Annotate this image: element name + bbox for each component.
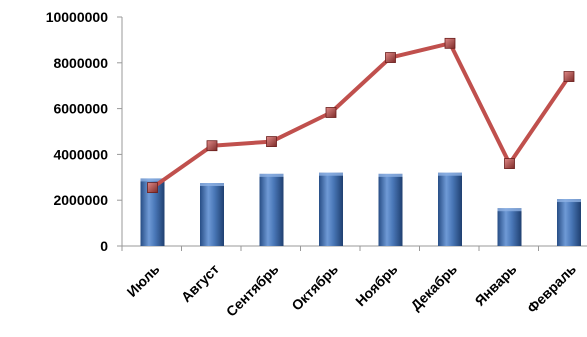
x-tick-label: Ноябрь <box>352 261 401 310</box>
x-tick-label: Декабрь <box>407 261 460 314</box>
bar-top-highlight <box>259 173 284 177</box>
y-tick-label: 0 <box>100 238 108 254</box>
bar-top-highlight <box>557 199 581 203</box>
line-series <box>147 37 575 194</box>
x-tick-label: Октябрь <box>288 261 341 314</box>
y-tick-label: 6000000 <box>53 101 108 117</box>
bar <box>497 208 522 246</box>
line-point <box>206 140 218 152</box>
y-axis <box>117 16 123 247</box>
bar-top-highlight <box>140 178 165 182</box>
y-tick-label: 10000000 <box>46 9 109 25</box>
line-point <box>444 37 456 49</box>
line-point <box>325 107 337 118</box>
y-tick-label: 4000000 <box>53 146 108 162</box>
y-tick-labels: 0 2000000 4000000 6000000 8000000 10000000 <box>46 9 109 254</box>
bar <box>200 183 224 246</box>
y-tick-label: 2000000 <box>53 192 108 208</box>
bar <box>319 172 343 246</box>
line-point <box>504 158 515 169</box>
line-path <box>151 41 571 190</box>
bar-top-highlight <box>497 208 522 212</box>
bar-top-highlight <box>438 172 462 176</box>
bar-top-highlight <box>319 172 343 176</box>
x-tick-label: Январь <box>472 261 520 309</box>
line-point <box>385 52 396 63</box>
bar <box>557 199 581 246</box>
bar <box>259 173 284 246</box>
bar-top-highlight <box>378 173 403 177</box>
line-point <box>563 71 575 82</box>
bar-series <box>140 172 581 246</box>
bar <box>378 173 403 246</box>
bar <box>438 172 462 246</box>
x-tick-label: Июль <box>124 261 163 300</box>
x-tick-label: Февраль <box>524 261 580 317</box>
x-tick-labels: Июль Август Сентябрь Октябрь Ноябрь Декабрь Ян… <box>124 261 580 320</box>
x-tick-label: Август <box>178 261 222 305</box>
x-tick-label: Сентябрь <box>223 261 282 320</box>
x-axis <box>121 245 587 251</box>
bar-top-highlight <box>200 183 224 187</box>
line-point <box>147 182 158 194</box>
line-point <box>266 136 277 147</box>
y-tick-label: 8000000 <box>53 55 108 71</box>
